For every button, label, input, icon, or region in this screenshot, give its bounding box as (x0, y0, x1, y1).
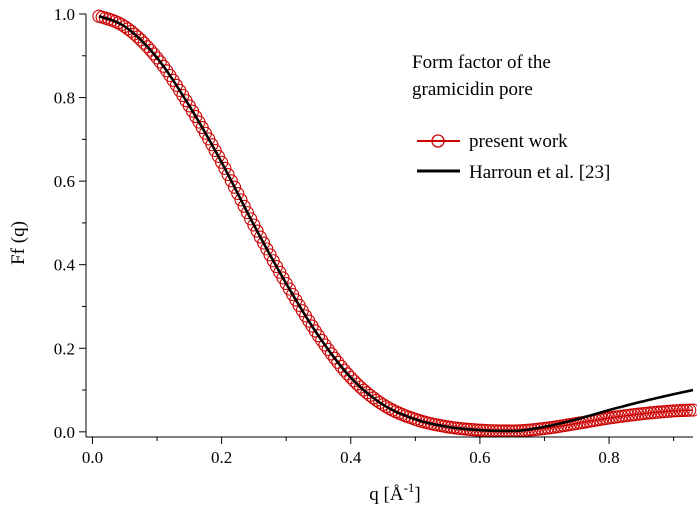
data-point-present-work (654, 405, 668, 419)
data-point-present-work (686, 403, 697, 417)
legend-marker-present-work (431, 134, 445, 148)
x-tick-label: 0.4 (340, 448, 362, 467)
data-point-present-work (150, 51, 164, 65)
y-tick-label: 0.0 (54, 423, 75, 442)
x-axis-label-suffix: ] (414, 484, 420, 505)
data-point-present-work (224, 174, 238, 188)
data-point-present-work (215, 155, 229, 169)
data-point-present-work (334, 359, 348, 373)
y-tick-label: 0.8 (54, 89, 75, 108)
x-tick-label: 0.2 (211, 448, 232, 467)
data-point-present-work (673, 404, 687, 418)
data-point-present-work (670, 404, 684, 418)
x-tick-label: 0.0 (82, 448, 103, 467)
data-point-present-work (237, 199, 251, 213)
data-point-present-work (657, 405, 671, 419)
x-axis-label-superscript: -1 (404, 480, 415, 495)
data-point-present-work (156, 59, 171, 73)
data-point-present-work (227, 180, 242, 194)
legend-label-present-work: present work (469, 131, 568, 152)
data-point-present-work (144, 43, 158, 57)
y-tick-label: 1.0 (54, 5, 75, 24)
data-point-present-work (660, 404, 674, 418)
data-point-present-work (140, 40, 154, 54)
legend: present work Harroun et al. [23] (417, 131, 610, 183)
plot-area (92, 9, 697, 438)
x-axis-label: q [Å-1] (369, 480, 420, 505)
y-tick-label: 0.2 (54, 339, 75, 358)
data-point-present-work (363, 388, 377, 402)
data-point-present-work (667, 404, 681, 418)
chart-annotation-line-2: gramicidin pore (412, 79, 533, 100)
chart-annotation-line-1: Form factor of the (412, 52, 551, 73)
data-point-present-work (328, 351, 342, 365)
data-point-present-work (160, 64, 174, 78)
data-point-present-work (321, 342, 335, 357)
data-point-present-work (331, 355, 345, 369)
data-point-present-work (118, 19, 132, 34)
data-point-present-work (650, 405, 665, 419)
data-point-present-work (324, 347, 338, 361)
series-line-harroun (98, 14, 694, 433)
data-point-present-work (318, 338, 332, 352)
data-point-present-work (221, 167, 235, 182)
data-point-present-work (370, 393, 384, 407)
x-tick-label: 0.6 (469, 448, 490, 467)
data-point-present-work (315, 333, 329, 347)
data-point-present-work (257, 236, 271, 250)
series-markers-present-work (92, 9, 697, 438)
data-point-present-work (147, 47, 161, 61)
data-point-present-work (240, 206, 254, 220)
legend-label-harroun: Harroun et al. [23] (469, 162, 610, 183)
y-tick-label: 0.4 (54, 256, 76, 275)
data-point-present-work (373, 395, 387, 410)
data-point-present-work (676, 403, 690, 418)
y-axis-label: Ff (q) (8, 221, 29, 265)
data-point-present-work (153, 55, 167, 69)
data-point-present-work (337, 363, 351, 377)
y-tick-label: 0.6 (54, 172, 75, 191)
data-point-present-work (679, 403, 694, 417)
data-point-present-work (111, 16, 125, 30)
x-tick-label: 0.8 (598, 448, 619, 467)
axes: 0.0 0.2 0.4 0.6 0.8 1.0 0.0 0.2 0.4 0.6 0.8 (54, 5, 693, 467)
data-point-present-work (114, 17, 129, 32)
data-point-present-work (247, 218, 261, 232)
data-point-present-work (663, 404, 677, 418)
data-point-present-work (311, 329, 326, 343)
data-point-present-work (234, 193, 248, 207)
data-point-present-work (250, 224, 264, 238)
data-point-present-work (218, 161, 232, 175)
data-point-present-work (253, 230, 267, 244)
data-point-present-work (683, 403, 697, 417)
x-axis-label-main: q [Å (369, 484, 404, 505)
data-point-present-work (366, 391, 380, 405)
data-point-present-work (244, 212, 258, 226)
data-point-present-work (211, 149, 225, 163)
data-point-present-work (231, 186, 245, 201)
series-line-present-work (98, 15, 694, 432)
data-point-present-work (376, 398, 390, 412)
